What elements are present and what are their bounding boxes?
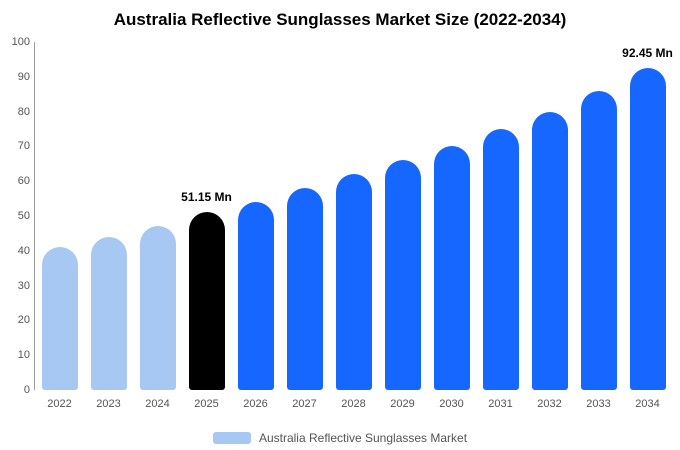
x-tick-label: 2030 <box>439 398 464 410</box>
y-tick-label: 90 <box>17 70 30 83</box>
x-tick-label: 2033 <box>586 398 611 410</box>
x-tick-label: 2023 <box>96 398 121 410</box>
x-tick-label: 2025 <box>194 398 219 410</box>
bar-2029[interactable] <box>384 160 421 390</box>
x-tick-label: 2029 <box>390 398 415 410</box>
bar-2034[interactable] <box>629 68 666 390</box>
x-tick-label: 2034 <box>635 398 660 410</box>
chart-title: Australia Reflective Sunglasses Market S… <box>113 10 567 29</box>
y-tick-label: 60 <box>17 175 30 188</box>
bar-2028[interactable] <box>335 174 372 390</box>
x-tick-label: 2027 <box>292 398 317 410</box>
y-tick-label: 80 <box>17 105 30 118</box>
data-label-2034: 92.45 Mn <box>622 46 673 61</box>
bar-2032[interactable] <box>531 111 568 390</box>
bar-2030[interactable] <box>433 146 470 390</box>
y-tick-label: 100 <box>11 36 30 48</box>
x-tick-label: 2026 <box>243 398 268 410</box>
y-tick-label: 20 <box>17 314 30 327</box>
bar-2023[interactable] <box>90 236 127 390</box>
x-tick-label: 2022 <box>47 398 72 410</box>
y-tick-label: 30 <box>17 279 30 292</box>
bar-2026[interactable] <box>237 202 274 390</box>
legend-swatch <box>212 432 251 444</box>
x-tick-label: 2031 <box>488 398 513 410</box>
bar-2022[interactable] <box>41 247 78 390</box>
legend-label: Australia Reflective Sunglasses Market <box>258 431 468 445</box>
bar-2024[interactable] <box>139 226 176 390</box>
bar-2031[interactable] <box>482 129 519 390</box>
legend[interactable]: Australia Reflective Sunglasses Market <box>0 431 680 445</box>
y-tick-label: 70 <box>17 140 30 153</box>
data-label-2025: 51.15 Mn <box>181 189 232 204</box>
y-axis-line <box>34 42 35 390</box>
y-tick-label: 50 <box>17 210 30 222</box>
x-tick-label: 2024 <box>145 398 170 410</box>
bar-2025[interactable] <box>188 211 225 390</box>
x-tick-label: 2032 <box>537 398 562 410</box>
y-tick-label: 10 <box>17 349 30 362</box>
x-tick-label: 2028 <box>341 398 366 410</box>
y-tick-label: 40 <box>17 244 30 257</box>
y-tick-label: 0 <box>23 384 30 396</box>
bar-2033[interactable] <box>580 90 617 390</box>
bar-2027[interactable] <box>286 188 323 390</box>
